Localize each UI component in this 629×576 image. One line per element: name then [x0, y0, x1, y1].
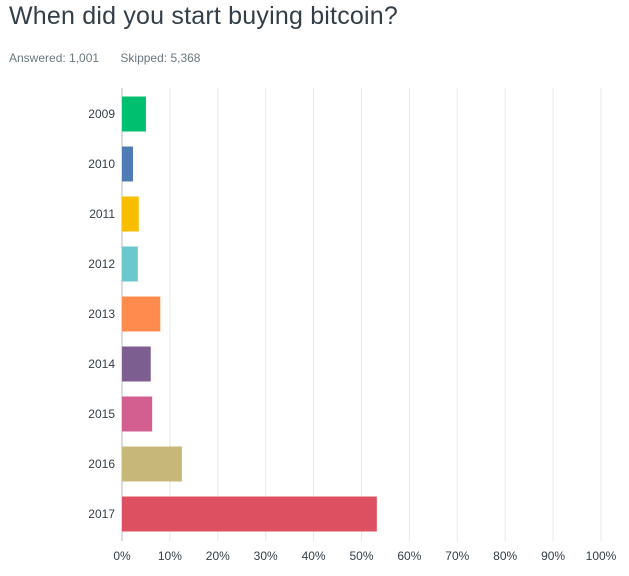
category-label-2017: 2017	[88, 507, 115, 521]
bar-2017[interactable]	[122, 496, 377, 532]
axis-tick-labels: 0% 10% 20% 30% 40% 50% 60% 70% 80% 90% 100%	[113, 549, 616, 563]
x-tick-label: 0%	[113, 549, 131, 563]
bar-2016[interactable]	[122, 446, 182, 482]
bar-2009[interactable]	[122, 96, 146, 132]
bar-2012[interactable]	[122, 246, 138, 282]
category-labels: 2009 2010 2011 2012 2013 2014 2015 2016 2017	[88, 107, 115, 521]
bar-2010[interactable]	[122, 146, 134, 182]
chart-bars	[122, 96, 377, 532]
category-label-2009: 2009	[88, 107, 115, 121]
x-tick-label: 70%	[445, 549, 469, 563]
x-tick-label: 10%	[158, 549, 182, 563]
category-label-2015: 2015	[88, 407, 115, 421]
x-tick-label: 60%	[397, 549, 421, 563]
chart-gridlines	[121, 88, 602, 541]
bar-2011[interactable]	[122, 196, 139, 232]
response-stats: Answered: 1,001 Skipped: 5,368	[9, 51, 200, 65]
answered-count: Answered: 1,001	[9, 51, 100, 65]
x-tick-label: 100%	[586, 549, 617, 563]
bar-2015[interactable]	[122, 396, 153, 432]
skipped-count: Skipped: 5,368	[120, 51, 201, 65]
category-label-2014: 2014	[88, 357, 115, 371]
category-label-2010: 2010	[88, 157, 115, 171]
x-tick-label: 50%	[349, 549, 373, 563]
category-label-2016: 2016	[88, 457, 115, 471]
x-tick-label: 40%	[302, 549, 326, 563]
bar-2013[interactable]	[122, 296, 161, 332]
category-label-2011: 2011	[89, 207, 115, 221]
x-tick-label: 30%	[254, 549, 278, 563]
category-label-2013: 2013	[88, 307, 115, 321]
x-tick-label: 80%	[493, 549, 517, 563]
x-tick-label: 20%	[206, 549, 230, 563]
question-title: When did you start buying bitcoin?	[9, 2, 398, 30]
x-tick-label: 90%	[541, 549, 565, 563]
category-label-2012: 2012	[88, 257, 115, 271]
bar-2014[interactable]	[122, 346, 151, 382]
